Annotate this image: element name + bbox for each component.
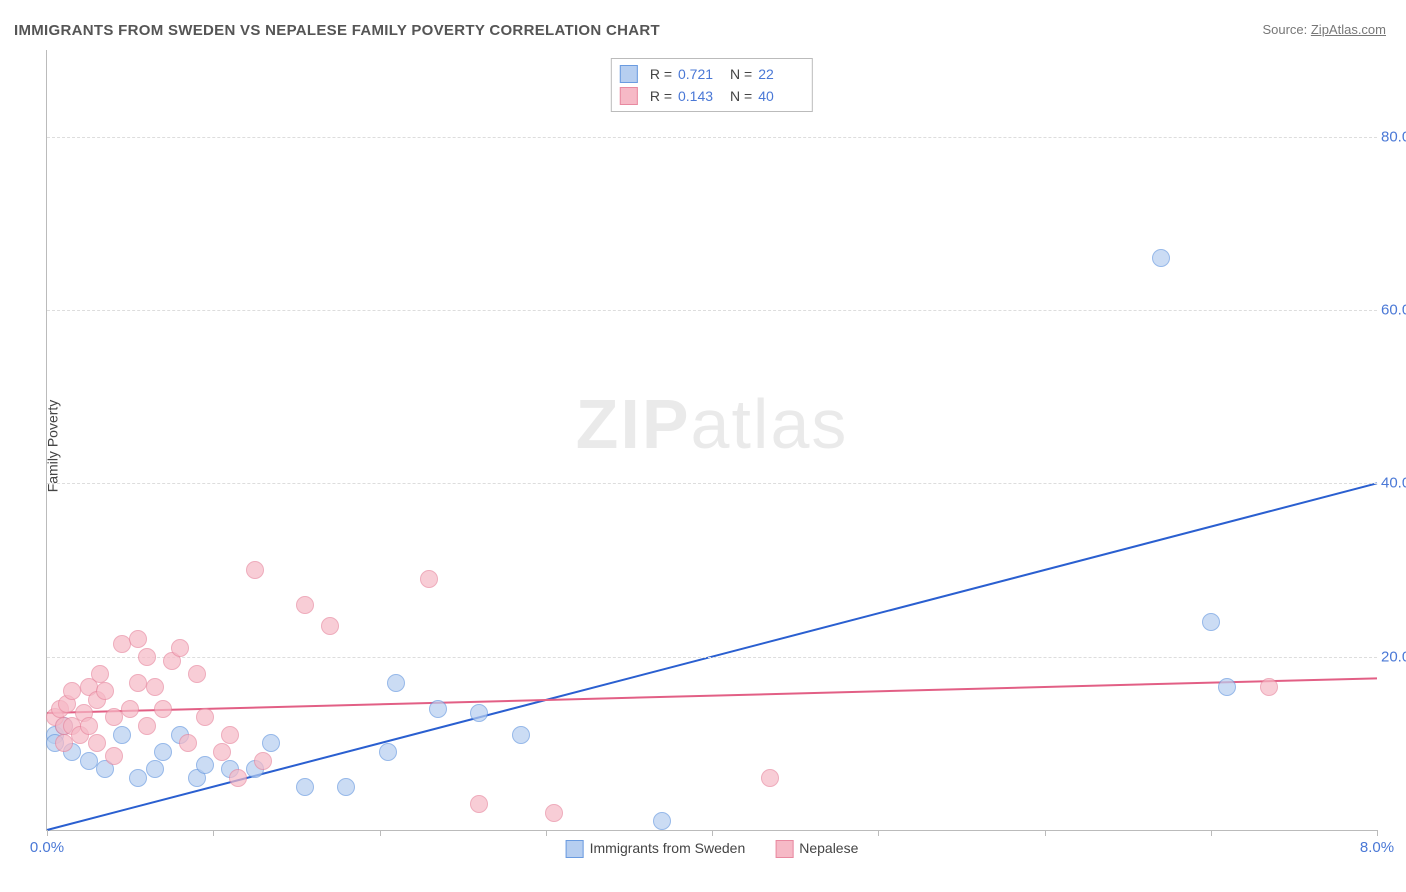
data-point-sweden bbox=[1218, 678, 1236, 696]
x-tick-mark bbox=[380, 830, 381, 836]
data-point-nepalese bbox=[254, 752, 272, 770]
data-point-nepalese bbox=[91, 665, 109, 683]
data-point-nepalese bbox=[213, 743, 231, 761]
x-tick-mark bbox=[546, 830, 547, 836]
plot-area: ZIPatlas R =0.721N =22R =0.143N =40 Immi… bbox=[46, 50, 1377, 831]
y-tick-label: 80.0% bbox=[1381, 128, 1406, 145]
legend-stat-row-sweden: R = 0.721 N = 22 bbox=[620, 63, 804, 85]
gridline-h bbox=[47, 657, 1377, 658]
data-point-nepalese bbox=[229, 769, 247, 787]
legend-n-label: N = bbox=[730, 63, 752, 85]
data-point-nepalese bbox=[138, 648, 156, 666]
data-point-nepalese bbox=[221, 726, 239, 744]
trend-lines-layer bbox=[47, 50, 1377, 830]
data-point-sweden bbox=[337, 778, 355, 796]
data-point-nepalese bbox=[80, 717, 98, 735]
data-point-sweden bbox=[512, 726, 530, 744]
legend-item-nepalese: Nepalese bbox=[775, 840, 858, 858]
legend-swatch-sweden bbox=[620, 65, 638, 83]
source-link[interactable]: ZipAtlas.com bbox=[1311, 22, 1386, 37]
data-point-nepalese bbox=[105, 708, 123, 726]
data-point-nepalese bbox=[545, 804, 563, 822]
data-point-nepalese bbox=[129, 674, 147, 692]
legend-label-sweden: Immigrants from Sweden bbox=[590, 840, 746, 856]
data-point-nepalese bbox=[88, 734, 106, 752]
chart-title: IMMIGRANTS FROM SWEDEN VS NEPALESE FAMIL… bbox=[14, 22, 660, 39]
gridline-h bbox=[47, 137, 1377, 138]
legend-n-value-nepalese: 40 bbox=[758, 85, 804, 107]
x-tick-mark bbox=[1211, 830, 1212, 836]
y-tick-label: 40.0% bbox=[1381, 475, 1406, 492]
data-point-sweden bbox=[113, 726, 131, 744]
source-attribution: Source: ZipAtlas.com bbox=[1262, 22, 1386, 37]
data-point-nepalese bbox=[138, 717, 156, 735]
data-point-nepalese bbox=[113, 635, 131, 653]
data-point-sweden bbox=[196, 756, 214, 774]
source-prefix: Source: bbox=[1262, 22, 1310, 37]
x-tick-label: 8.0% bbox=[1360, 839, 1394, 856]
correlation-legend: R = 0.721 N = 22 R = 0.143 N = 40 bbox=[611, 58, 813, 112]
data-point-nepalese bbox=[296, 596, 314, 614]
legend-r-value-nepalese: 0.143 bbox=[678, 85, 724, 107]
data-point-nepalese bbox=[1260, 678, 1278, 696]
series-legend: Immigrants from Sweden Nepalese bbox=[566, 840, 859, 858]
data-point-sweden bbox=[146, 760, 164, 778]
data-point-nepalese bbox=[154, 700, 172, 718]
gridline-h bbox=[47, 310, 1377, 311]
data-point-sweden bbox=[470, 704, 488, 722]
legend-r-value-sweden: 0.721 bbox=[678, 63, 724, 85]
data-point-sweden bbox=[262, 734, 280, 752]
data-point-nepalese bbox=[470, 795, 488, 813]
data-point-nepalese bbox=[420, 570, 438, 588]
data-point-nepalese bbox=[246, 561, 264, 579]
legend-r-label: R = bbox=[650, 63, 672, 85]
x-tick-mark bbox=[712, 830, 713, 836]
y-tick-label: 60.0% bbox=[1381, 302, 1406, 319]
legend-label-nepalese: Nepalese bbox=[799, 840, 858, 856]
y-tick-label: 20.0% bbox=[1381, 648, 1406, 665]
data-point-nepalese bbox=[761, 769, 779, 787]
data-point-nepalese bbox=[96, 682, 114, 700]
legend-swatch-sweden bbox=[566, 840, 584, 858]
legend-r-label: R = bbox=[650, 85, 672, 107]
x-tick-mark bbox=[1377, 830, 1378, 836]
legend-swatch-nepalese bbox=[775, 840, 793, 858]
data-point-nepalese bbox=[171, 639, 189, 657]
trend-line-nepalese bbox=[47, 678, 1377, 713]
data-point-sweden bbox=[80, 752, 98, 770]
data-point-nepalese bbox=[105, 747, 123, 765]
x-tick-mark bbox=[1045, 830, 1046, 836]
data-point-nepalese bbox=[321, 617, 339, 635]
legend-stat-row-nepalese: R = 0.143 N = 40 bbox=[620, 85, 804, 107]
data-point-nepalese bbox=[121, 700, 139, 718]
legend-n-label: N = bbox=[730, 85, 752, 107]
x-tick-label: 0.0% bbox=[30, 839, 64, 856]
data-point-sweden bbox=[653, 812, 671, 830]
data-point-sweden bbox=[387, 674, 405, 692]
data-point-sweden bbox=[129, 769, 147, 787]
data-point-nepalese bbox=[196, 708, 214, 726]
data-point-sweden bbox=[379, 743, 397, 761]
legend-item-sweden: Immigrants from Sweden bbox=[566, 840, 746, 858]
data-point-nepalese bbox=[179, 734, 197, 752]
data-point-sweden bbox=[296, 778, 314, 796]
data-point-nepalese bbox=[146, 678, 164, 696]
data-point-nepalese bbox=[63, 682, 81, 700]
data-point-nepalese bbox=[55, 734, 73, 752]
x-tick-mark bbox=[47, 830, 48, 836]
data-point-sweden bbox=[1152, 249, 1170, 267]
chart-container: IMMIGRANTS FROM SWEDEN VS NEPALESE FAMIL… bbox=[0, 0, 1406, 892]
data-point-nepalese bbox=[188, 665, 206, 683]
data-point-sweden bbox=[1202, 613, 1220, 631]
data-point-sweden bbox=[154, 743, 172, 761]
data-point-nepalese bbox=[129, 630, 147, 648]
x-tick-mark bbox=[878, 830, 879, 836]
x-tick-mark bbox=[213, 830, 214, 836]
data-point-sweden bbox=[429, 700, 447, 718]
legend-n-value-sweden: 22 bbox=[758, 63, 804, 85]
legend-swatch-nepalese bbox=[620, 87, 638, 105]
gridline-h bbox=[47, 483, 1377, 484]
